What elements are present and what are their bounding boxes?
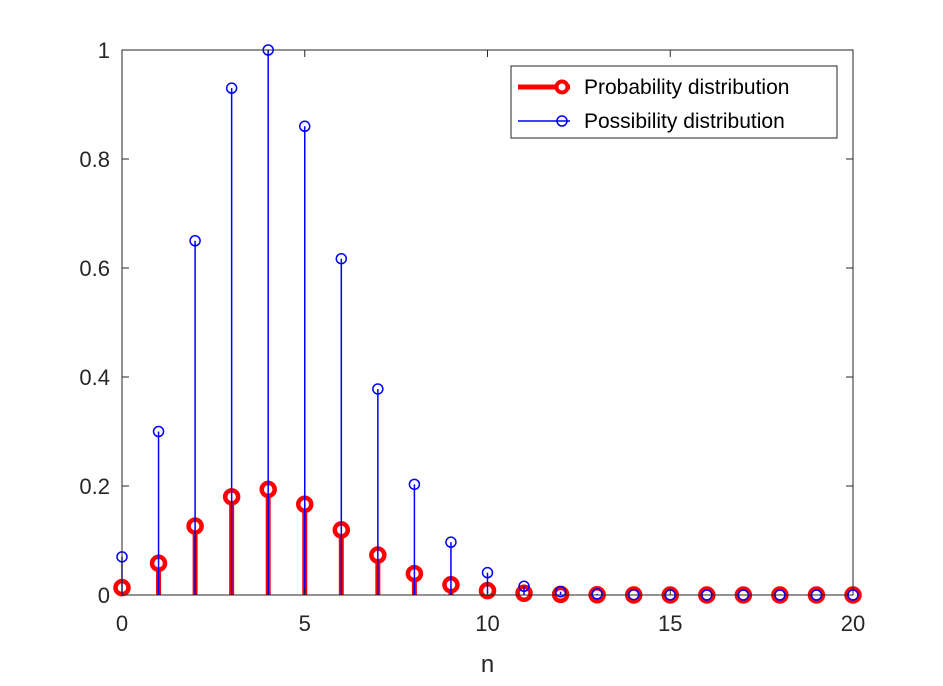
legend: Probability distribution Possibility dis… xyxy=(510,65,838,139)
possibility-marker xyxy=(591,588,603,600)
possibility-marker xyxy=(152,425,165,438)
series-layer xyxy=(113,44,862,604)
legend-label-probability: Probability distribution xyxy=(584,76,789,99)
x-tick-label: 15 xyxy=(658,611,682,636)
ticks-layer: 0 5 10 15 20 0 0.2 0.4 0.6 0.8 1 xyxy=(79,38,865,636)
y-tick-label: 0.8 xyxy=(79,147,110,172)
possibility-marker xyxy=(335,252,348,265)
possibility-marker xyxy=(518,580,530,593)
legend-box xyxy=(510,65,838,139)
y-tick-label: 0.2 xyxy=(79,474,110,499)
possibility-marker xyxy=(554,585,567,598)
x-tick-label: 0 xyxy=(116,611,128,636)
y-tick-label: 0.4 xyxy=(79,365,110,390)
y-tick-label: 0.6 xyxy=(79,256,110,281)
possibility-marker xyxy=(481,566,494,579)
plot-background xyxy=(122,50,853,595)
possibility-marker xyxy=(189,235,201,247)
x-tick-label: 10 xyxy=(475,611,499,636)
x-tick-label: 5 xyxy=(299,611,311,636)
y-tick-label: 0 xyxy=(98,583,110,608)
x-axis-label: n xyxy=(481,651,494,678)
possibility-marker xyxy=(408,478,421,491)
legend-label-possibility: Possibility distribution xyxy=(584,110,785,133)
y-tick-label: 1 xyxy=(98,38,110,63)
legend-marker-possibility xyxy=(556,115,568,127)
axes-box xyxy=(121,49,854,596)
possibility-marker xyxy=(225,82,238,94)
possibility-marker xyxy=(445,536,457,548)
possibility-marker xyxy=(372,383,384,395)
legend-marker-probability xyxy=(554,79,570,95)
x-tick-label: 20 xyxy=(841,611,865,636)
possibility-marker xyxy=(299,120,311,133)
